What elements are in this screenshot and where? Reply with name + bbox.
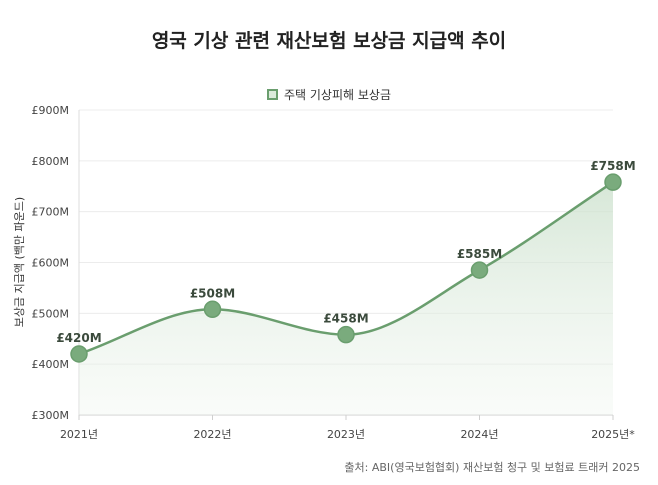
y-tick-label: £900M xyxy=(32,104,70,117)
data-label: £508M xyxy=(190,286,235,300)
x-tick-label: 2022년 xyxy=(193,428,231,441)
x-axis-ticks: 2021년 2022년 2023년 2024년 2025년* xyxy=(60,415,635,441)
data-point xyxy=(604,173,622,191)
x-tick-label: 2024년 xyxy=(460,428,498,441)
data-point xyxy=(470,261,489,279)
data-points xyxy=(70,173,622,363)
data-label: £758M xyxy=(590,159,635,173)
source-note: 출처: ABI(영국보험협회) 재산보험 청구 및 보험료 트래커 2025 xyxy=(344,461,640,474)
y-axis-ticks: £300M £400M £500M £600M £700M £800M £900M xyxy=(32,104,70,422)
y-tick-label: £400M xyxy=(32,358,70,371)
area-fill xyxy=(79,182,613,415)
x-tick-label: 2021년 xyxy=(60,428,98,441)
legend-label: 주택 기상피해 보상금 xyxy=(284,88,391,102)
x-tick-label: 2025년* xyxy=(591,428,635,441)
data-label: £458M xyxy=(323,312,368,326)
legend-swatch xyxy=(267,89,278,100)
legend[interactable]: 주택 기상피해 보상금 xyxy=(0,86,658,103)
x-tick-label: 2023년 xyxy=(327,428,365,441)
y-tick-label: £800M xyxy=(32,155,70,168)
data-labels: £420M £508M £458M £585M £758M xyxy=(56,159,635,345)
data-label: £585M xyxy=(457,247,502,261)
y-tick-label: £500M xyxy=(32,307,70,320)
y-tick-label: £600M xyxy=(32,257,70,270)
data-point xyxy=(70,345,88,363)
y-tick-label: £700M xyxy=(32,206,70,219)
data-point xyxy=(337,325,355,344)
chart-title: 영국 기상 관련 재산보험 보상금 지급액 추이 xyxy=(151,30,507,52)
data-point xyxy=(203,300,222,319)
y-axis-label: 보상금 지급액 (백만 파운드) xyxy=(13,197,26,327)
data-label: £420M xyxy=(56,331,101,345)
y-tick-label: £300M xyxy=(32,409,70,422)
